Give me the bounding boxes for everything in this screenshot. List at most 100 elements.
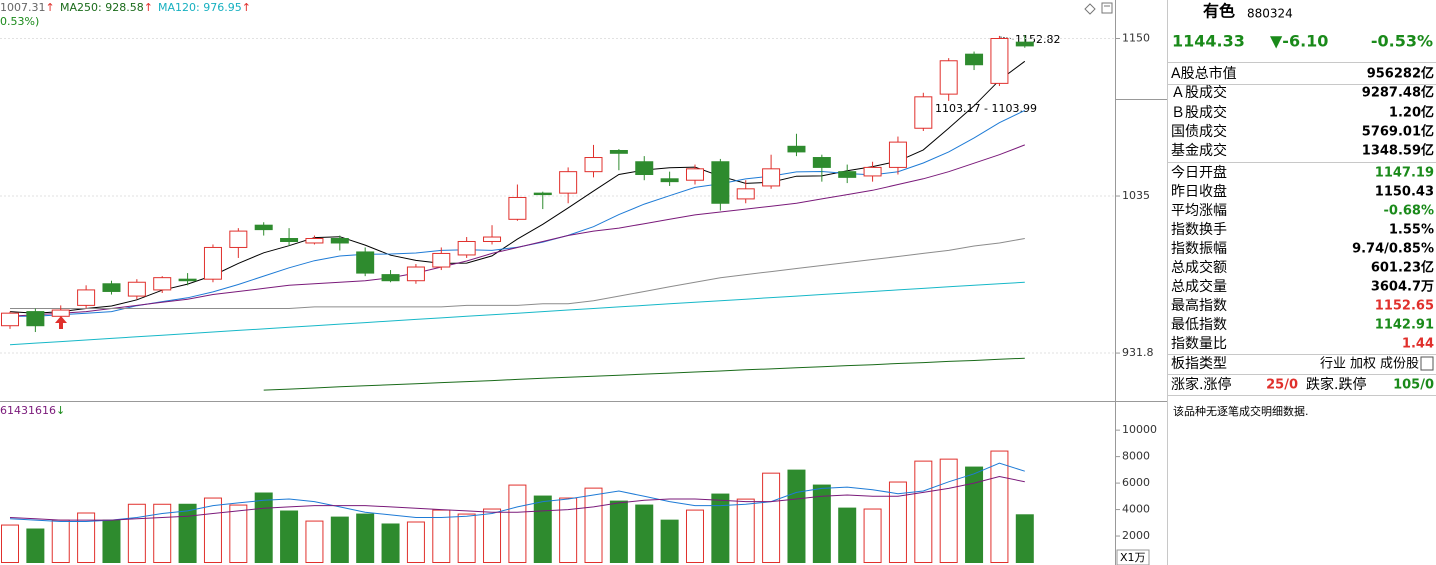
- volume-bar: [609, 500, 628, 563]
- row-value: 3604.7万: [1371, 280, 1434, 295]
- volume-bar: [736, 498, 755, 563]
- volume-bar: [381, 523, 400, 563]
- volume-bar: [939, 458, 958, 563]
- row-value: 601.23亿: [1371, 260, 1434, 276]
- candle-body: [483, 236, 502, 242]
- candle-body: [762, 168, 781, 187]
- volume-bar: [635, 504, 654, 564]
- tag-icon: [1420, 356, 1434, 371]
- candle-body: [914, 96, 933, 129]
- ma-label: MA120: 976.95↑: [158, 1, 251, 14]
- volume-bar: [153, 503, 172, 564]
- volume-bar: [863, 508, 882, 564]
- row-value: 1152.65: [1375, 299, 1434, 314]
- row-value: -0.68%: [1384, 204, 1435, 219]
- row-label: 板指类型: [1171, 356, 1227, 372]
- annotation-leader: [999, 36, 1015, 40]
- volume-bar: [838, 507, 857, 563]
- candle-body: [1015, 41, 1034, 47]
- row-value: 9287.48亿: [1362, 85, 1434, 101]
- icon-diamond[interactable]: [1084, 3, 1096, 15]
- volume-bar: [584, 487, 603, 563]
- y-tick-label: 1035: [1122, 189, 1150, 202]
- row-value: 1348.59亿: [1362, 143, 1434, 159]
- ma-value: MA250: 928.58: [60, 1, 144, 14]
- type-tag[interactable]: 加权: [1350, 356, 1376, 372]
- candle-body: [51, 309, 70, 317]
- volume-bar: [965, 466, 984, 563]
- row-label: 指数振幅: [1171, 241, 1227, 257]
- row-label: 指数换手: [1171, 221, 1227, 238]
- note: 该品种无逐笔成交明细数据.: [1173, 404, 1309, 418]
- row-label: 跌家.跌停: [1306, 376, 1366, 393]
- index-name: 有色: [1203, 2, 1235, 21]
- volume-bar: [229, 504, 248, 564]
- candle-body: [203, 246, 222, 280]
- volume-bar: [51, 519, 70, 563]
- ma-arrow: ↑: [46, 1, 55, 14]
- candle-body: [584, 157, 603, 173]
- row-label: 国债成交: [1171, 123, 1227, 140]
- volume-bar: [77, 512, 96, 563]
- candle-body: [356, 251, 375, 274]
- volume-bar: [254, 492, 273, 563]
- volume-bar: [1015, 514, 1034, 563]
- volume-bar: [26, 528, 45, 564]
- y-tick-label: 4000: [1122, 503, 1150, 516]
- y-tick-label: 931.8: [1122, 346, 1154, 359]
- row-label: 涨家.涨停: [1171, 376, 1231, 393]
- row-label: Ａ股成交: [1171, 84, 1227, 101]
- volume-bar: [888, 481, 907, 564]
- volume-bar: [685, 509, 704, 563]
- row-label: 最低指数: [1171, 317, 1227, 333]
- volume-bar: [305, 520, 324, 564]
- volume-bar: [483, 508, 502, 564]
- y-tick-label: 8000: [1122, 450, 1150, 463]
- ma-label: 1007.31↑: [0, 1, 55, 14]
- candle-body: [685, 168, 704, 181]
- type-tag[interactable]: 行业: [1320, 357, 1346, 372]
- row-value: 1150.43: [1375, 185, 1434, 200]
- volume-bar: [203, 497, 222, 564]
- candle-body: [838, 171, 857, 178]
- row-value: 105/0: [1393, 378, 1434, 393]
- volume-bar: [1, 524, 19, 564]
- candle-body: [559, 171, 578, 194]
- ma-line: [9, 281, 1025, 346]
- type-tag[interactable]: 成份股: [1380, 357, 1419, 372]
- candle-body: [787, 145, 806, 153]
- candle-body: [736, 188, 755, 200]
- candle-body: [863, 166, 882, 177]
- row-value: 25/0: [1266, 378, 1298, 393]
- volume-bar: [711, 493, 730, 563]
- index-change: ▼-6.10: [1270, 32, 1328, 51]
- y-tick-label: 2000: [1122, 529, 1150, 542]
- candle-body: [990, 38, 1009, 84]
- candle-body: [812, 157, 831, 168]
- candle-body: [888, 141, 907, 168]
- volume-bar: [787, 469, 806, 563]
- row-label: 最高指数: [1171, 297, 1227, 314]
- ma-value: MA120: 976.95: [158, 1, 242, 14]
- volume-bar: [914, 460, 933, 563]
- candle-body: [178, 278, 197, 282]
- candle-body: [26, 311, 45, 327]
- ma-line: [9, 60, 1026, 314]
- candle-body: [609, 149, 628, 154]
- row-value: 956282亿: [1367, 66, 1434, 82]
- ma-line: [10, 238, 1025, 309]
- volume-bar: [356, 513, 375, 564]
- volume-bar: [457, 513, 476, 564]
- icon-window[interactable]: [1101, 2, 1113, 14]
- ma-line: [263, 357, 1025, 391]
- candle-body: [432, 252, 451, 268]
- index-code: 880324: [1247, 7, 1293, 21]
- candle-body: [280, 238, 299, 242]
- ma-line: [9, 475, 1025, 521]
- candle-body: [939, 60, 958, 95]
- ma-value: 1007.31: [0, 1, 46, 14]
- volume-bar: [812, 484, 831, 563]
- index-price: 1144.33: [1172, 32, 1245, 51]
- row-label: Ｂ股成交: [1171, 104, 1227, 121]
- candle-body: [711, 161, 730, 204]
